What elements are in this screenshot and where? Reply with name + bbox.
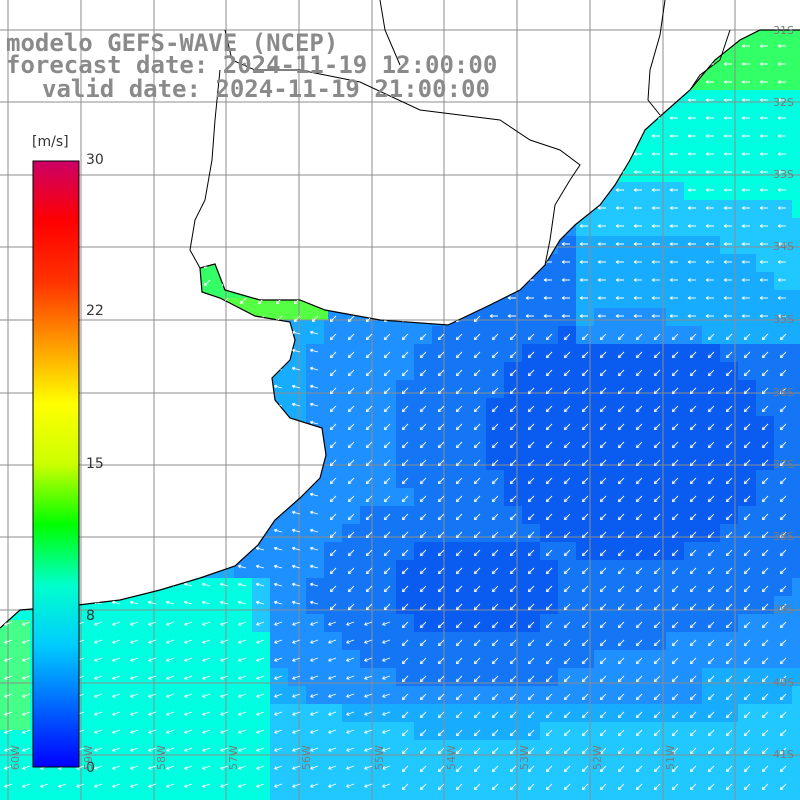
lon-label: 56W — [300, 745, 313, 770]
colorbar-tick-15: 15 — [86, 456, 104, 472]
lat-label: 38S — [773, 530, 794, 543]
lat-label: 41S — [773, 748, 794, 761]
colorbar-gradient — [32, 160, 80, 768]
lon-label: 57W — [227, 745, 240, 770]
colorbar-tick-30: 30 — [86, 152, 104, 168]
lat-label: 34S — [773, 240, 794, 253]
colorbar — [32, 160, 80, 768]
lon-label: 55W — [373, 745, 386, 770]
map-title-model: modelo GEFS-WAVE (NCEP) — [6, 29, 339, 57]
lon-label: 59W — [82, 745, 95, 770]
lat-label: 37S — [773, 458, 794, 471]
map-title-forecast: forecast date: 2024-11-19 12:00:00 — [6, 51, 498, 79]
lat-label: 33S — [773, 168, 794, 181]
lat-label: 35S — [773, 313, 794, 326]
lat-label: 39S — [773, 603, 794, 616]
lon-label: 53W — [518, 745, 531, 770]
lat-label: 31S — [773, 24, 794, 37]
lon-label: 51W — [664, 745, 677, 770]
colorbar-tick-0: 0 — [86, 760, 95, 776]
lon-label: 52W — [591, 745, 604, 770]
lat-label: 36S — [773, 386, 794, 399]
lon-label: 60W — [9, 745, 22, 770]
colorbar-tick-8: 8 — [86, 608, 95, 624]
coastline — [0, 0, 800, 629]
lon-label: 58W — [155, 745, 168, 770]
map-title-valid: valid date: 2024-11-19 21:00:00 — [42, 75, 490, 103]
lat-label: 40S — [773, 676, 794, 689]
colorbar-tick-22: 22 — [86, 303, 104, 319]
colorbar-units: [m/s] — [32, 134, 69, 150]
lat-label: 32S — [773, 96, 794, 109]
lon-label: 54W — [445, 745, 458, 770]
